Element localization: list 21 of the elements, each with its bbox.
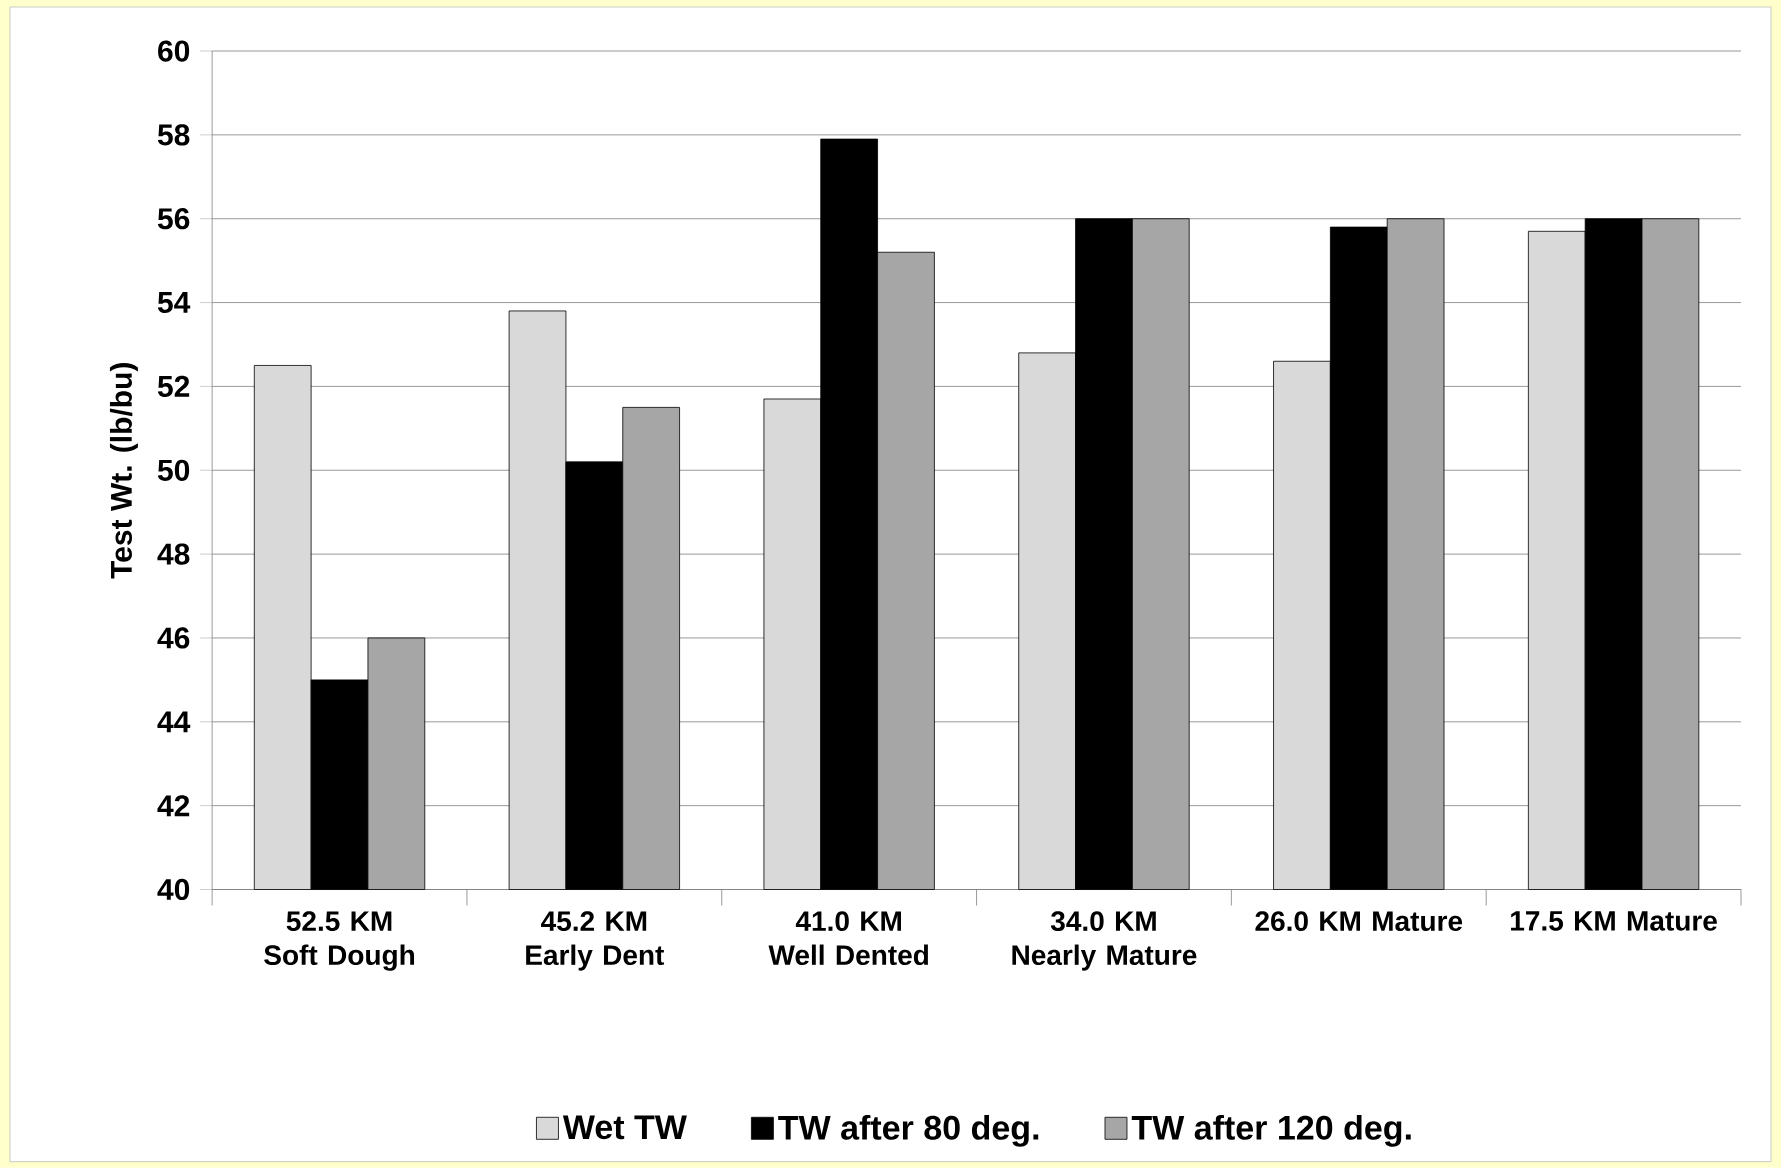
x-tick-label: 26.0 KM Mature (1255, 911, 1463, 932)
legend-label: TW after 120 deg. (1131, 1115, 1411, 1147)
legend-label: Wet TW (562, 1115, 687, 1140)
y-tick-label: 56 (157, 208, 190, 230)
x-tick-label: 34.0 KM Nearly Mature (1012, 911, 1197, 971)
x-tick-label: 41.0 KM Well Dented (768, 911, 929, 966)
y-tick-label: 58 (157, 124, 190, 146)
x-tick-label: 17.5 KM Mature (1511, 911, 1717, 931)
y-tick-label: 52 (157, 375, 190, 398)
y-tick-label: 42 (157, 795, 190, 817)
y-tick-label: 54 (157, 292, 191, 314)
legend-label: TW after 80 deg. (778, 1115, 1039, 1147)
x-tick-label: 52.5 KM Soft Dough (264, 911, 415, 971)
x-tick-label: 45.2 KM Early Dent (526, 911, 665, 971)
y-tick-label: 50 (157, 459, 190, 482)
y-tick-label: 48 (157, 543, 190, 565)
y-tick-label: 46 (157, 627, 190, 649)
y-axis-title: Test Wt. (lb/bu) (109, 363, 138, 579)
y-tick-label: 60 (158, 40, 190, 62)
y-tick-label: 40 (157, 879, 190, 901)
y-tick-label: 44 (157, 711, 191, 733)
